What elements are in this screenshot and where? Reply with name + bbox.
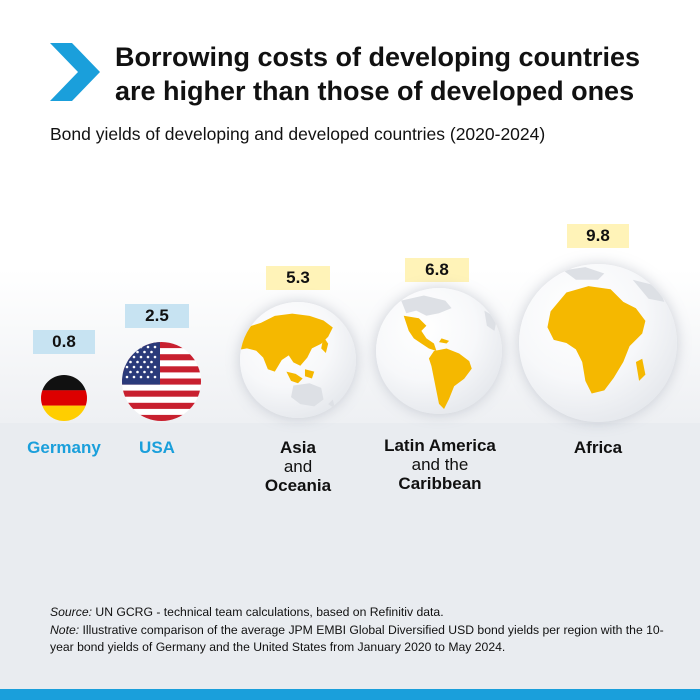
latin-america-globe-icon [376, 288, 502, 414]
value-label-usa: 2.5 [125, 304, 189, 328]
latam-label-line-3: Caribbean [398, 474, 482, 493]
category-label-germany: Germany [27, 438, 101, 457]
value-label-asia-oceania: 5.3 [266, 266, 330, 290]
header: Borrowing costs of developing countries … [0, 0, 700, 186]
category-label-usa: USA [139, 438, 175, 457]
bottom-accent-bar [0, 689, 700, 700]
chart-subtitle: Bond yields of developing and developed … [50, 124, 546, 144]
asia-oceania-globe-icon [240, 302, 356, 418]
chart-title: Borrowing costs of developing countries … [115, 40, 675, 108]
value-label-africa: 9.8 [567, 224, 629, 248]
asia-label-line-1: Asia [280, 438, 316, 457]
title-line-1: Borrowing costs of developing countries [115, 42, 641, 72]
usa-flag-icon [122, 342, 201, 421]
africa-globe-icon [519, 264, 677, 422]
chevron-right-icon [50, 43, 100, 101]
latam-label-line-1: Latin America [384, 436, 496, 455]
category-label-africa: Africa [573, 438, 623, 457]
asia-label-line-2: and [283, 457, 313, 476]
value-label-latin-america: 6.8 [405, 258, 469, 282]
title-line-2: are higher than those of developed ones [115, 76, 635, 106]
value-label-germany: 0.8 [33, 330, 95, 354]
category-label-latin-america: Latin America and the Caribbean [368, 436, 512, 493]
category-label-asia-oceania: Asia and Oceania [238, 438, 358, 495]
source-note: Source: UN GCRG - technical team calcula… [50, 605, 444, 619]
method-note: Note: Illustrative comparison of the ave… [50, 622, 664, 655]
floor-band [0, 423, 700, 700]
asia-label-line-3: Oceania [264, 476, 332, 495]
footnotes: Source: UN GCRG - technical team calcula… [50, 604, 670, 657]
latam-label-line-2: and the [411, 455, 469, 474]
germany-flag-icon [41, 375, 87, 421]
